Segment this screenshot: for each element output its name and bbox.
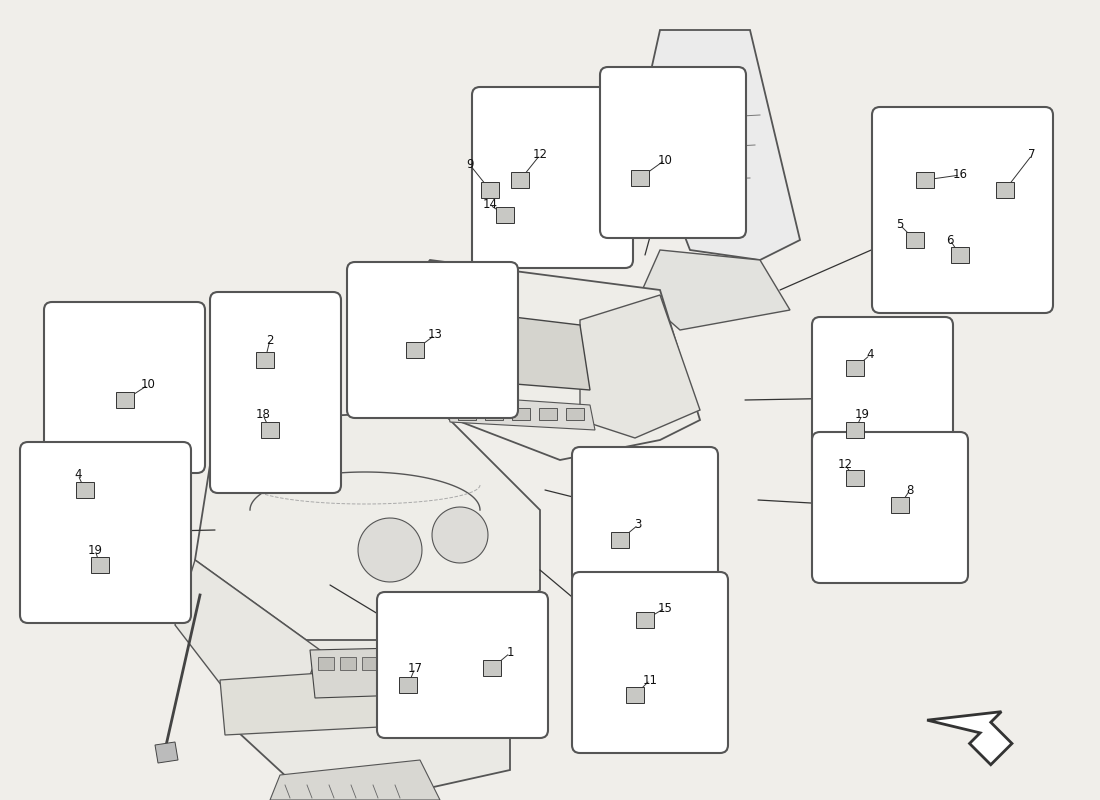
FancyBboxPatch shape — [210, 292, 341, 493]
Polygon shape — [927, 712, 1012, 765]
FancyBboxPatch shape — [481, 182, 499, 198]
FancyBboxPatch shape — [261, 422, 279, 438]
Text: 3: 3 — [635, 518, 641, 531]
FancyBboxPatch shape — [631, 170, 649, 186]
FancyBboxPatch shape — [44, 302, 205, 473]
Text: 12: 12 — [837, 458, 852, 471]
Polygon shape — [539, 408, 557, 420]
Text: 2: 2 — [266, 334, 274, 346]
Text: 15: 15 — [658, 602, 672, 614]
FancyBboxPatch shape — [916, 172, 934, 188]
Polygon shape — [175, 560, 320, 700]
FancyBboxPatch shape — [91, 557, 109, 573]
FancyBboxPatch shape — [256, 352, 274, 368]
Text: 10: 10 — [141, 378, 155, 391]
FancyBboxPatch shape — [512, 172, 529, 188]
FancyBboxPatch shape — [496, 207, 514, 223]
Text: 14: 14 — [483, 198, 497, 211]
FancyBboxPatch shape — [116, 392, 134, 408]
FancyBboxPatch shape — [626, 687, 644, 703]
Polygon shape — [318, 657, 334, 670]
Polygon shape — [270, 760, 440, 800]
FancyBboxPatch shape — [572, 572, 728, 753]
FancyBboxPatch shape — [872, 107, 1053, 313]
Text: 19: 19 — [855, 409, 869, 422]
Polygon shape — [458, 408, 476, 420]
Text: 17: 17 — [407, 662, 422, 674]
FancyBboxPatch shape — [846, 470, 864, 486]
FancyBboxPatch shape — [891, 497, 909, 513]
Text: 10: 10 — [658, 154, 672, 166]
Text: 9: 9 — [466, 158, 474, 171]
Text: 19: 19 — [88, 543, 102, 557]
FancyBboxPatch shape — [812, 317, 953, 478]
Polygon shape — [455, 310, 590, 390]
Polygon shape — [310, 648, 405, 698]
Polygon shape — [384, 657, 400, 670]
Polygon shape — [362, 657, 378, 670]
Polygon shape — [640, 250, 790, 330]
Polygon shape — [640, 30, 800, 260]
FancyBboxPatch shape — [600, 67, 746, 238]
Polygon shape — [432, 507, 488, 563]
Text: 6: 6 — [946, 234, 954, 246]
Polygon shape — [485, 408, 503, 420]
Text: 4: 4 — [75, 469, 81, 482]
FancyBboxPatch shape — [20, 442, 191, 623]
FancyBboxPatch shape — [399, 677, 417, 693]
FancyBboxPatch shape — [76, 482, 94, 498]
Text: 4: 4 — [867, 349, 873, 362]
Polygon shape — [340, 657, 356, 670]
FancyBboxPatch shape — [846, 360, 864, 376]
FancyBboxPatch shape — [472, 87, 632, 268]
Text: 1: 1 — [506, 646, 514, 659]
FancyBboxPatch shape — [952, 247, 969, 263]
FancyBboxPatch shape — [346, 262, 518, 418]
FancyBboxPatch shape — [572, 447, 718, 583]
Polygon shape — [390, 260, 700, 460]
Text: 11: 11 — [642, 674, 658, 686]
Text: 13: 13 — [428, 329, 442, 342]
Text: 18: 18 — [255, 409, 271, 422]
Polygon shape — [195, 410, 540, 650]
Polygon shape — [580, 295, 700, 438]
Polygon shape — [220, 660, 515, 735]
FancyBboxPatch shape — [406, 342, 424, 358]
Polygon shape — [512, 408, 530, 420]
FancyBboxPatch shape — [610, 532, 629, 548]
FancyBboxPatch shape — [812, 432, 968, 583]
FancyBboxPatch shape — [996, 182, 1014, 198]
FancyBboxPatch shape — [906, 232, 924, 248]
Polygon shape — [226, 640, 510, 790]
Text: 12: 12 — [532, 149, 548, 162]
Polygon shape — [155, 742, 178, 763]
Text: 16: 16 — [953, 169, 968, 182]
FancyBboxPatch shape — [377, 592, 548, 738]
FancyBboxPatch shape — [483, 660, 500, 676]
Text: 8: 8 — [906, 483, 914, 497]
Polygon shape — [446, 395, 595, 430]
FancyBboxPatch shape — [636, 612, 654, 628]
Polygon shape — [566, 408, 584, 420]
Text: 5: 5 — [896, 218, 904, 231]
FancyBboxPatch shape — [846, 422, 864, 438]
Text: 7: 7 — [1028, 149, 1036, 162]
Polygon shape — [358, 518, 422, 582]
